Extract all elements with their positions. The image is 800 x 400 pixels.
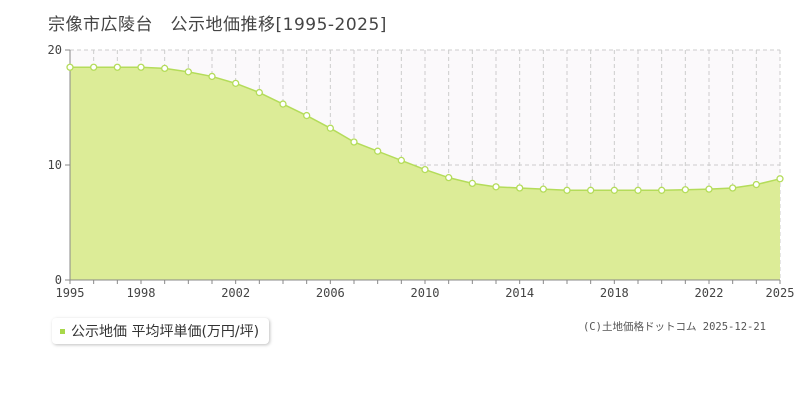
chart-title: 宗像市広陵台 公示地価推移[1995-2025] <box>48 15 387 35</box>
data-point <box>279 100 287 108</box>
chart-plot: 0 10 20 1995 1998 2002 2006 2010 2014 2018 2022 202… <box>48 43 795 300</box>
copyright-text: (C)土地価格ドットコム 2025-12-21 <box>582 321 766 333</box>
x-tick-label: 1998 <box>127 286 156 300</box>
x-tick-label: 1995 <box>56 286 85 300</box>
data-point <box>445 173 453 182</box>
data-point <box>326 124 334 132</box>
marker-layer <box>66 63 784 194</box>
data-point <box>634 186 642 194</box>
data-point <box>255 88 263 97</box>
data-point <box>587 186 595 194</box>
x-tick-label: 2022 <box>695 286 724 300</box>
data-point <box>492 183 500 191</box>
data-point <box>184 68 192 76</box>
x-tick-label: 2018 <box>600 286 629 300</box>
data-point <box>539 185 547 193</box>
y-tick-label: 20 <box>48 43 62 57</box>
data-point <box>161 64 169 73</box>
series-area <box>70 67 780 280</box>
data-point <box>66 63 74 71</box>
data-point <box>468 179 476 188</box>
axis-layer <box>65 49 781 284</box>
legend: 公示地価 平均坪単価(万円/坪) <box>52 318 270 344</box>
data-point <box>397 156 405 165</box>
data-point <box>681 186 689 194</box>
data-point <box>113 63 121 71</box>
data-point <box>374 147 382 155</box>
data-point <box>350 138 358 146</box>
x-tick-label: 2010 <box>411 286 440 300</box>
legend-label: 公示地価 平均坪単価(万円/坪) <box>71 324 260 340</box>
x-tick-label: 2014 <box>505 286 534 300</box>
label-layer: 0 10 20 1995 1998 2002 2006 2010 2014 2018 2022 202… <box>48 43 795 300</box>
data-point <box>658 186 666 194</box>
data-point <box>303 111 311 120</box>
x-tick-label: 2025 <box>766 286 795 300</box>
data-point <box>516 184 524 192</box>
data-point <box>705 185 713 193</box>
x-tick-label: 2002 <box>221 286 250 300</box>
data-point <box>137 63 145 71</box>
data-point <box>90 63 98 71</box>
data-point <box>421 165 429 174</box>
data-point <box>232 79 240 87</box>
data-point <box>776 175 784 183</box>
data-point <box>752 180 760 189</box>
legend-swatch <box>60 328 65 334</box>
y-tick-label: 0 <box>55 273 62 287</box>
data-point <box>208 72 216 81</box>
data-point <box>610 186 618 194</box>
x-tick-label: 2006 <box>316 286 345 300</box>
y-tick-label: 10 <box>48 158 62 172</box>
data-point <box>563 186 571 194</box>
data-point <box>729 184 737 192</box>
